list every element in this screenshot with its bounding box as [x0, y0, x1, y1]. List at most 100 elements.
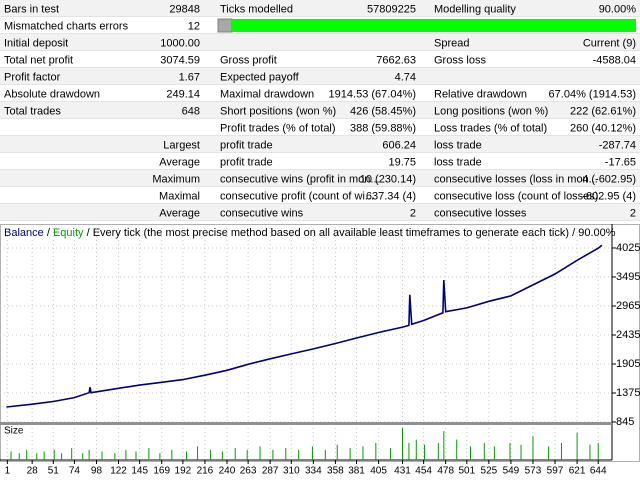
panel-separator [0, 422, 612, 425]
table-cell: consecutive loss (count of losses) [434, 190, 598, 202]
table-cell: 4 (-602.95) [582, 173, 636, 185]
table-row [0, 187, 640, 204]
table-cell: Spread [434, 37, 469, 49]
report-table: Bars in test 29848 Ticks modelled 57809225 M… [0, 0, 640, 221]
legend-balance: Balance [4, 227, 44, 239]
table-cell: 388 (59.88%) [350, 122, 416, 134]
x-tick-label: 1 [5, 466, 11, 477]
x-tick-label: 644 [590, 466, 607, 477]
x-tick-label: 549 [503, 466, 520, 477]
table-cell: 1914.53 (67.04%) [329, 88, 416, 100]
x-tick-label: 169 [153, 466, 170, 477]
table-cell: Mismatched charts errors [4, 20, 129, 32]
x-tick-label: 478 [437, 466, 454, 477]
table-cell: Maximum [152, 173, 200, 185]
x-tick-label: 381 [348, 466, 365, 477]
x-tick-label: 74 [69, 466, 81, 477]
table-cell: 426 (58.45%) [350, 105, 416, 117]
table-cell: 260 (40.12%) [570, 122, 636, 134]
table-cell: 3074.59 [160, 54, 200, 66]
table-cell: profit trade [220, 139, 273, 151]
table-row [0, 136, 640, 153]
table-row [0, 34, 640, 51]
table-cell: Loss trades (% of total) [434, 122, 547, 134]
table-cell: Initial deposit [4, 37, 68, 49]
table-cell: 648 [182, 105, 200, 117]
series-line [6, 244, 603, 408]
table-row [0, 51, 640, 68]
y-tick-label: 1375 [616, 387, 640, 399]
table-cell: 10 (230.14) [360, 173, 416, 185]
x-tick-label: 431 [394, 466, 411, 477]
x-tick-label: 358 [327, 466, 344, 477]
y-tick-label: 1905 [616, 358, 640, 370]
x-tick-label: 501 [458, 466, 475, 477]
table-cell: -287.74 [599, 139, 636, 151]
legend-equity: Equity [53, 227, 84, 239]
table-cell: Largest [163, 139, 200, 151]
x-tick-label: 454 [415, 466, 432, 477]
x-tick-label: 240 [219, 466, 236, 477]
separator: / [47, 227, 51, 239]
table-cell: Profit trades (% of total) [220, 122, 336, 134]
table-row [0, 85, 640, 102]
y-tick-label: 2965 [616, 300, 640, 312]
table-cell: 90.00% [599, 3, 637, 15]
x-tick-label: 287 [262, 466, 279, 477]
table-cell: -17.65 [605, 156, 636, 168]
table-cell: Average [159, 156, 200, 168]
table-row [0, 204, 640, 221]
x-tick-label: 28 [27, 466, 39, 477]
x-tick-label: 310 [283, 466, 300, 477]
table-cell: -602.95 (4) [582, 190, 636, 202]
table-row [0, 153, 640, 170]
table-row [0, 0, 640, 17]
table-cell: Current (9) [583, 37, 636, 49]
table-cell: Total net profit [4, 54, 73, 66]
x-tick-label: 263 [240, 466, 257, 477]
table-cell: 19.75 [388, 156, 416, 168]
table-cell: 249.14 [166, 88, 200, 100]
table-cell: 12 [188, 20, 200, 32]
table-cell: Gross loss [434, 54, 486, 66]
modelling-mode: Every tick (the most precise method base… [93, 227, 569, 239]
table-cell: consecutive losses (loss in mon... [434, 173, 598, 185]
table-row [0, 170, 640, 187]
x-tick-label: 621 [569, 466, 586, 477]
x-tick-label: 573 [525, 466, 542, 477]
x-tick-label: 597 [547, 466, 564, 477]
table-cell: 2 [410, 207, 416, 219]
y-tick-label: 4025 [616, 242, 640, 254]
table-cell: Absolute drawdown [4, 88, 100, 100]
table-cell: consecutive losses [434, 207, 527, 219]
table-cell: Ticks modelled [220, 3, 293, 15]
table-cell: consecutive wins (profit in mon... [220, 173, 380, 185]
separator: / [87, 227, 91, 239]
balance-chart: Balance / Equity / Every tick (the most … [0, 224, 640, 477]
table-cell: 637.34 (4) [366, 190, 416, 202]
y-tick-label: 845 [616, 416, 634, 428]
x-tick-label: 216 [197, 466, 214, 477]
x-tick-label: 122 [110, 466, 127, 477]
separator: / [572, 227, 576, 239]
table-cell: 29848 [169, 3, 200, 15]
x-tick-label: 145 [131, 466, 148, 477]
quality-bar-gray [217, 18, 233, 33]
x-tick-label: 525 [481, 466, 498, 477]
table-cell: Relative drawdown [434, 88, 527, 100]
table-cell: Gross profit [220, 54, 277, 66]
table-cell: Short positions (won %) [220, 105, 336, 117]
table-row [0, 68, 640, 85]
table-row [0, 119, 640, 136]
table-cell: -4588.04 [593, 54, 636, 66]
x-tick-label: 334 [305, 466, 322, 477]
table-cell: Long positions (won %) [434, 105, 548, 117]
table-cell: 67.04% (1914.53) [549, 88, 636, 100]
table-cell: 1.67 [179, 71, 200, 83]
table-cell: Modelling quality [434, 3, 516, 15]
table-cell: profit trade [220, 156, 273, 168]
table-cell: consecutive wins [220, 207, 304, 219]
table-cell: 222 (62.61%) [570, 105, 636, 117]
table-cell: Average [159, 207, 200, 219]
